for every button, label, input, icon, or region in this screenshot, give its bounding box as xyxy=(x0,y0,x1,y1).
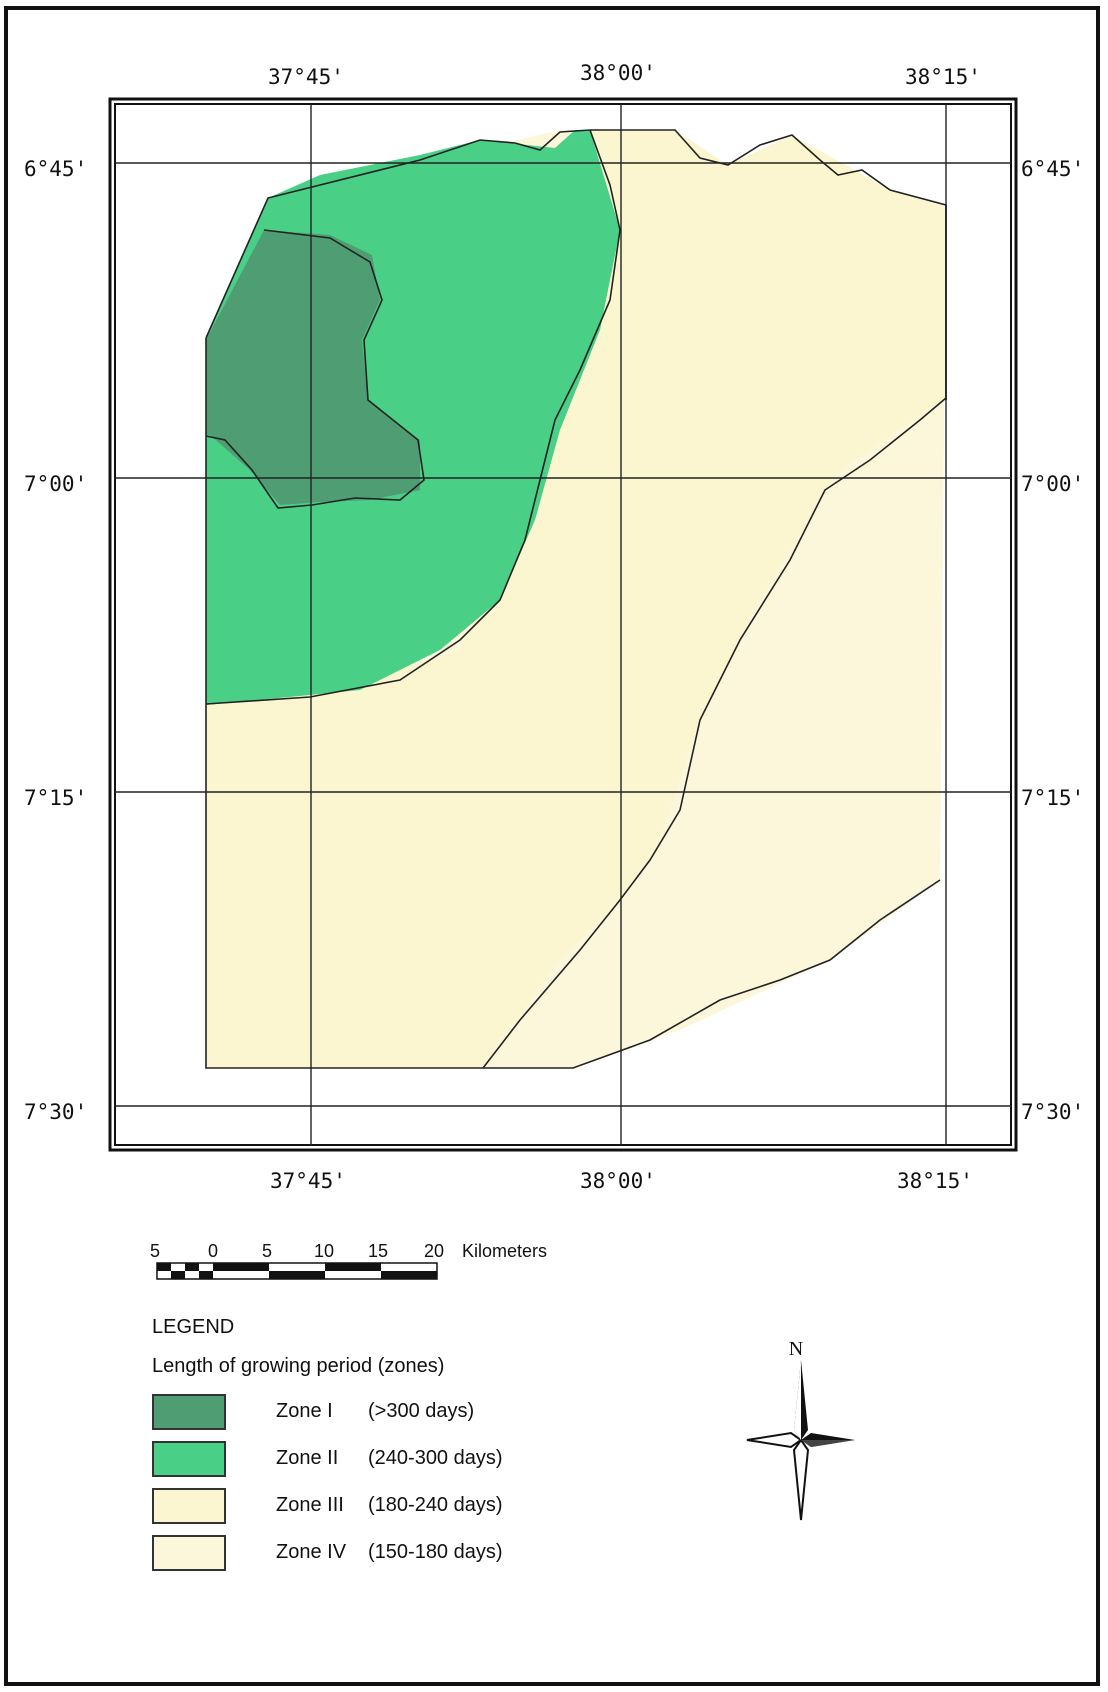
zone-iii-iv-boundary xyxy=(482,397,947,1069)
lat-label-right-2: 7°00' xyxy=(1021,472,1084,496)
legend-swatch-zone-ii xyxy=(152,1441,226,1477)
lat-label-right-4: 7°30' xyxy=(1021,1100,1084,1124)
lon-label-bottom-2: 38°00' xyxy=(580,1169,656,1193)
zone-i-boundary xyxy=(205,229,425,509)
scale-label-2: 0 xyxy=(208,1241,218,1261)
lat-label-left-1: 6°45' xyxy=(24,157,87,181)
legend-subtitle: Length of growing period (zones) xyxy=(152,1355,445,1377)
scale-label-1: 5 xyxy=(150,1241,160,1261)
lat-label-left-2: 7°00' xyxy=(24,472,87,496)
legend-title: LEGEND xyxy=(152,1316,235,1338)
legend-item-zone-ii: Zone II (240-300 days) xyxy=(150,1441,670,1488)
legend-swatch-zone-i xyxy=(152,1394,226,1430)
scale-bar: 5 0 5 10 15 20 Kilometers xyxy=(150,1241,547,1280)
zone-i-area xyxy=(206,230,420,505)
legend-zone-label: Zone III xyxy=(276,1494,344,1516)
lat-label-left-4: 7°30' xyxy=(24,1100,87,1124)
map-frame-inner xyxy=(114,103,1012,1146)
legend-days-label: (180-240 days) xyxy=(368,1494,503,1516)
lon-label-top-1: 37°45' xyxy=(268,65,344,89)
legend-zone-label: Zone I xyxy=(276,1400,333,1422)
legend-item-zone-iv: Zone IV (150-180 days) xyxy=(150,1535,670,1582)
legend: LEGEND Length of growing period (zones) … xyxy=(150,1316,670,1582)
scale-label-5: 15 xyxy=(368,1241,388,1261)
scale-label-4: 10 xyxy=(314,1241,334,1261)
zone-iii-area xyxy=(206,130,946,1068)
lat-label-right-3: 7°15' xyxy=(1021,786,1084,810)
legend-item-zone-iii: Zone III (180-240 days) xyxy=(150,1488,670,1535)
outline-boundary xyxy=(205,129,947,400)
legend-swatch-zone-iii xyxy=(152,1488,226,1524)
north-arrow-icon: N xyxy=(746,1338,855,1521)
lon-label-top-2: 38°00' xyxy=(580,61,656,85)
north-label: N xyxy=(789,1338,803,1360)
scale-label-3: 5 xyxy=(262,1241,272,1261)
legend-days-label: (240-300 days) xyxy=(368,1447,503,1469)
lat-label-left-3: 7°15' xyxy=(24,786,87,810)
lat-label-right-1: 6°45' xyxy=(1021,157,1084,181)
lon-label-bottom-1: 37°45' xyxy=(270,1169,346,1193)
scale-unit: Kilometers xyxy=(462,1241,547,1261)
legend-zone-label: Zone IV xyxy=(276,1541,347,1563)
legend-days-label: (150-180 days) xyxy=(368,1541,503,1563)
lon-label-top-3: 38°15' xyxy=(905,65,981,89)
legend-days-label: (>300 days) xyxy=(368,1400,475,1422)
lon-label-bottom-3: 38°15' xyxy=(897,1169,973,1193)
legend-zone-label: Zone II xyxy=(276,1447,339,1469)
scale-label-6: 20 xyxy=(424,1241,444,1261)
legend-item-zone-i: Zone I (>300 days) xyxy=(150,1394,670,1441)
graticule xyxy=(115,104,1011,1145)
legend-swatch-zone-iv xyxy=(152,1535,226,1571)
zone-ii-boundary xyxy=(205,129,621,705)
